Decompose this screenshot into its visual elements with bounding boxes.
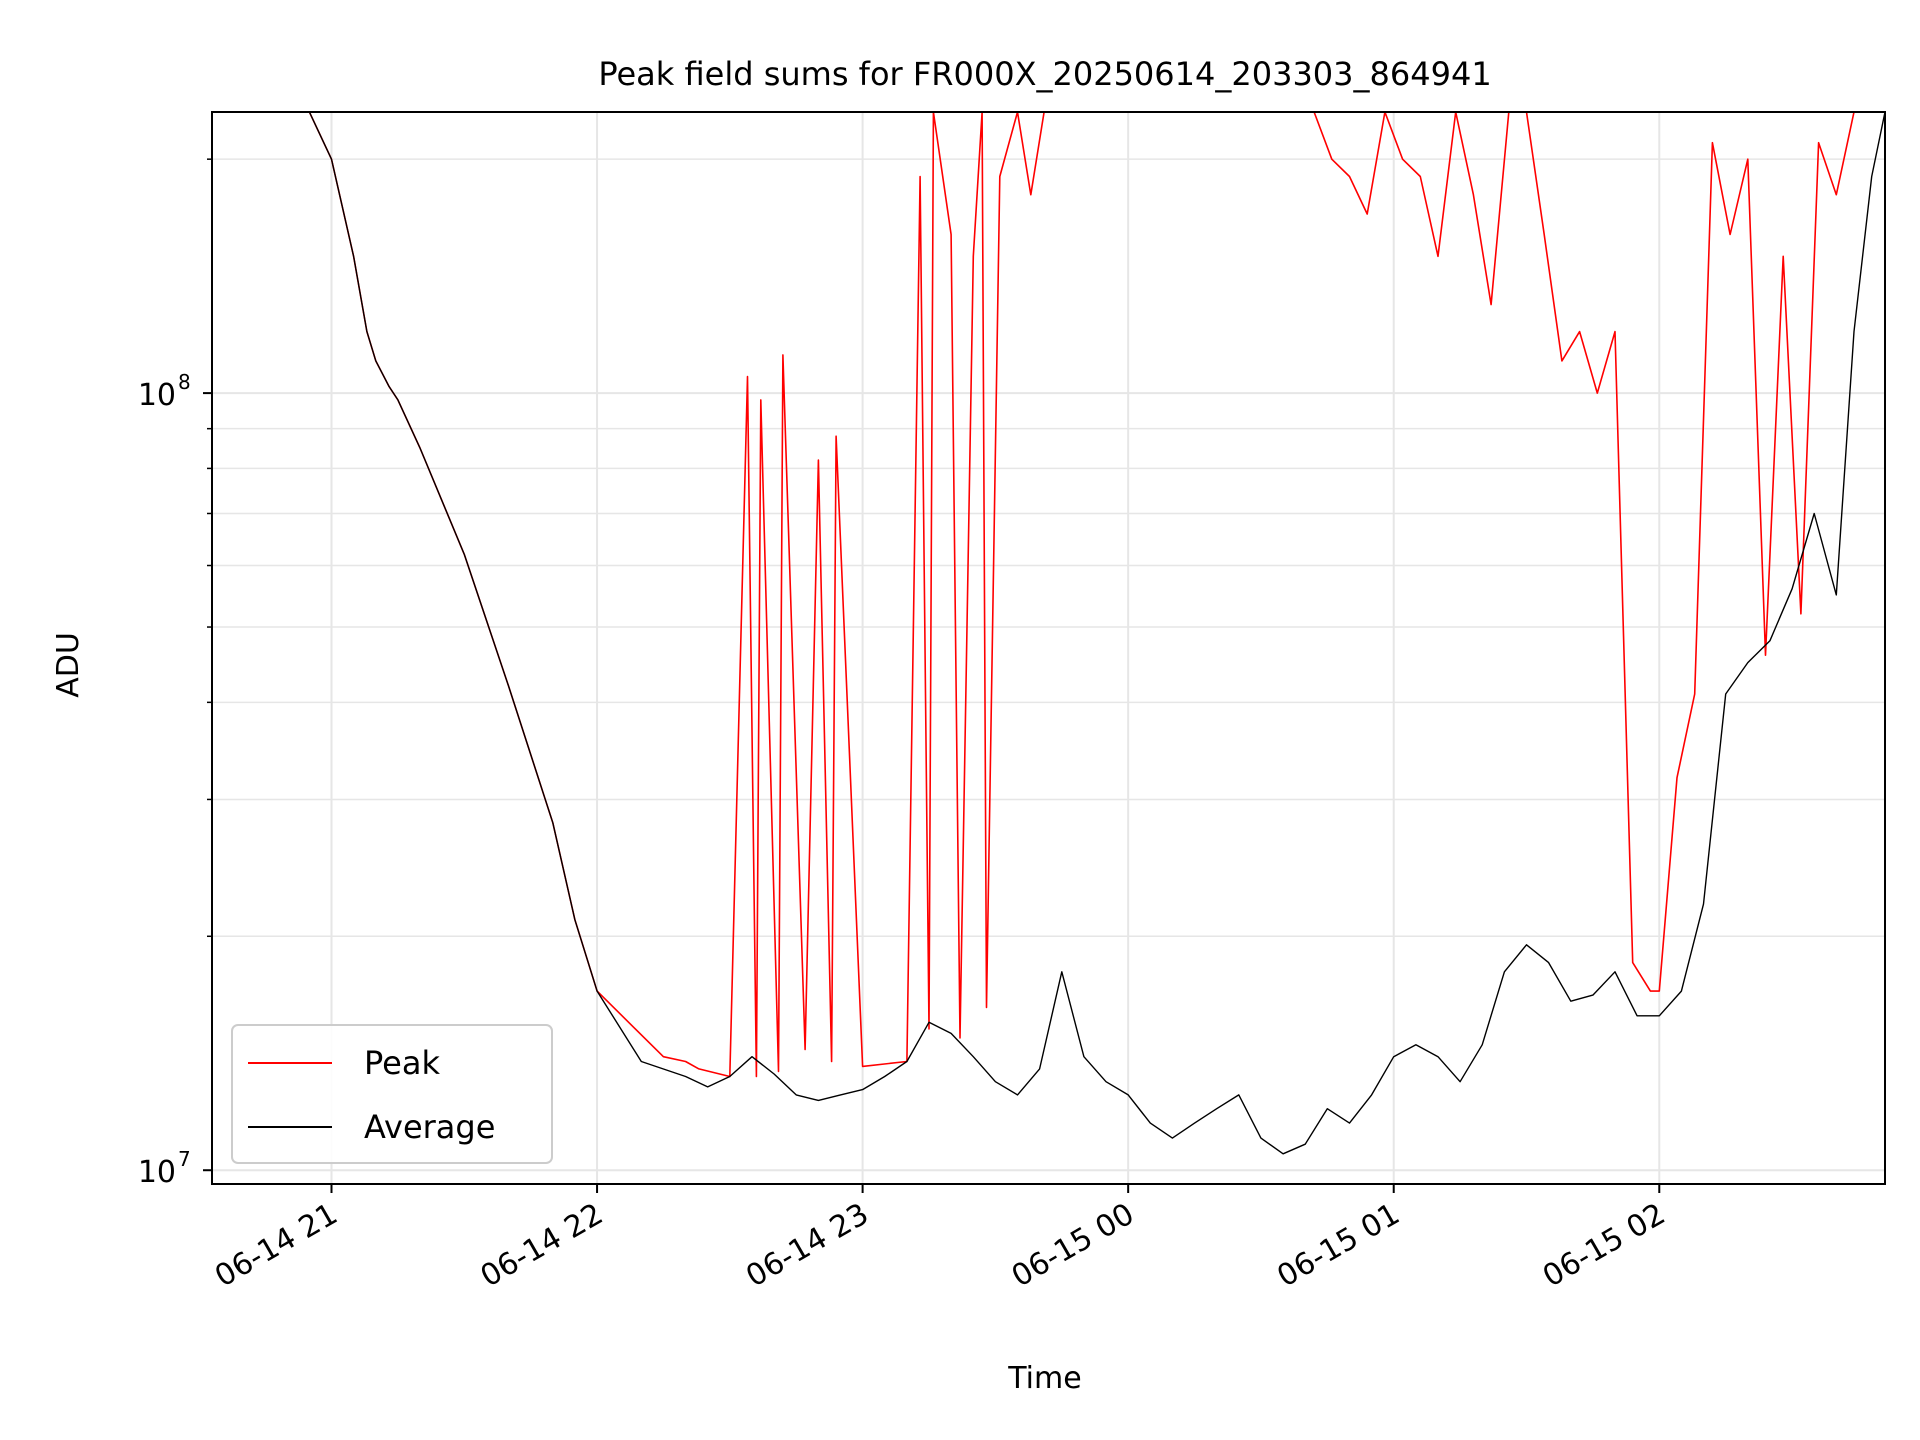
- y-tick-label: 10: [138, 378, 176, 413]
- series-line-average: [212, 112, 1885, 1155]
- legend-label-peak: Peak: [364, 1044, 440, 1082]
- legend: Peak Average: [231, 1024, 553, 1164]
- y-tick-label: 10: [138, 1155, 176, 1190]
- plot-frame: [211, 111, 1886, 1185]
- legend-label-average: Average: [364, 1108, 495, 1146]
- y-tick-exponent: 8: [178, 370, 191, 394]
- series-lines: [212, 112, 1885, 1155]
- y-tick-exponent: 7: [178, 1147, 191, 1171]
- x-axis-label: Time: [1007, 1361, 1081, 1396]
- y-axis-label: ADU: [51, 632, 86, 698]
- series-line-peak: [212, 112, 1885, 1078]
- chart-title: Peak field sums for FR000X_20250614_2033…: [598, 55, 1491, 93]
- legend-box: [231, 1024, 553, 1164]
